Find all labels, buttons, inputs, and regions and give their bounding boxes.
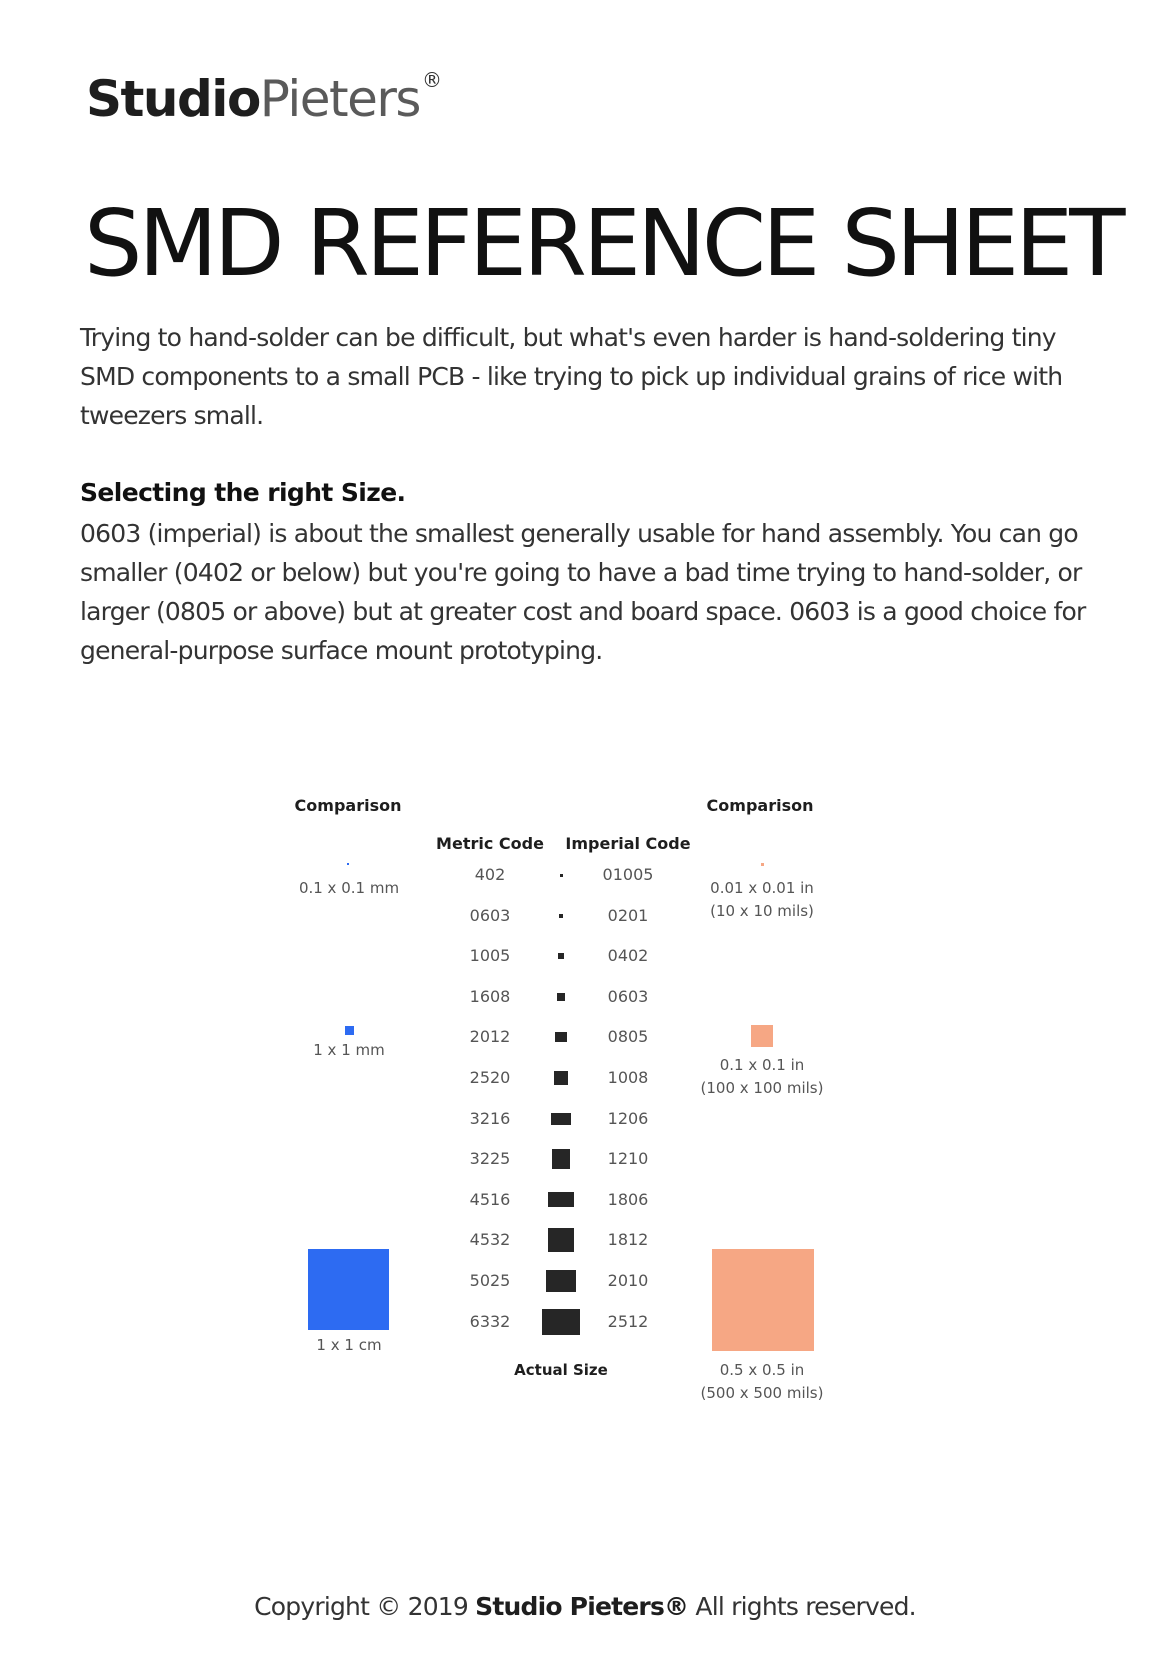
component-actual-size [546,1270,576,1292]
metric-code-cell: 4516 [469,1189,511,1209]
imperial-code-cell: 0603 [607,986,649,1006]
imperial-code-cell: 1206 [607,1108,649,1128]
metric-code-cell: 3225 [469,1149,511,1169]
section-body: 0603 (imperial) is about the smallest ge… [80,519,1086,665]
metric-code-cell: 1608 [469,986,511,1006]
metric-comparison-2: 1 x 1 cm [316,1336,382,1354]
metric-code-cell: 2012 [469,1027,511,1047]
component-actual-size [548,1228,574,1253]
logo-bold-part: Studio [86,70,261,128]
copyright-brand: Studio Pieters® [475,1592,689,1621]
right-comparison-header: Comparison [706,796,814,815]
square-0-1mm [347,863,349,865]
imperial-code-header: Imperial Code [565,834,691,853]
component-actual-size [558,953,564,960]
page-title: SMD REFERENCE SHEET [84,190,1125,297]
component-actual-size [542,1308,580,1335]
imperial-comparison-1-sub: (100 x 100 mils) [700,1079,824,1097]
component-actual-size [557,992,565,1001]
imperial-code-cell: 1008 [607,1068,649,1087]
studio-pieters-logo: StudioPieters ® [86,70,442,124]
imperial-code-cell: 0805 [607,1027,649,1047]
component-actual-size [552,1149,570,1170]
copyright-suffix: All rights reserved. [695,1592,916,1621]
copyright-prefix: Copyright © 2019 [254,1592,469,1621]
metric-code-cell: 4532 [469,1230,511,1250]
square-0-1in [751,1025,773,1047]
imperial-comparison-2: 0.5 x 0.5 in (500 x 500 mils) [701,1359,824,1405]
imperial-comparison-0-label: 0.01 x 0.01 in [710,879,814,897]
metric-comparison-0: 0.1 x 0.1 mm [298,879,400,897]
metric-code-cell: 5025 [469,1271,511,1290]
imperial-code-cell: 1210 [607,1149,649,1169]
copyright-footer: Copyright © 2019 Studio Pieters® All rig… [0,1592,1170,1621]
imperial-code-cell: 2512 [607,1311,649,1331]
imperial-code-cell: 1812 [607,1230,649,1250]
imperial-code-cell: 2010 [607,1271,649,1290]
square-0-5in [712,1249,814,1351]
metric-code-cell: 402 [474,865,506,884]
square-0-01in [761,863,764,866]
imperial-code-cell: 0201 [607,905,649,925]
component-actual-size [554,1071,568,1085]
component-actual-size [559,913,563,918]
actual-size-label: Actual Size [514,1361,608,1379]
left-comparison-header: Comparison [294,796,402,815]
imperial-code-cell: 01005 [602,865,654,884]
imperial-code-cell: 1806 [607,1189,649,1209]
metric-code-cell: 3216 [469,1108,511,1128]
imperial-comparison-1: 0.1 x 0.1 in (100 x 100 mils) [701,1054,824,1100]
component-actual-size [548,1192,574,1208]
component-actual-size [551,1112,571,1125]
metric-code-cell: 0603 [469,905,511,925]
imperial-code-cell: 0402 [607,946,649,966]
metric-code-cell: 6332 [469,1311,511,1331]
imperial-comparison-1-label: 0.1 x 0.1 in [719,1056,805,1074]
metric-code-cell: 2520 [469,1068,511,1087]
component-actual-size [559,873,563,877]
imperial-comparison-2-label: 0.5 x 0.5 in [719,1361,805,1379]
component-actual-size [555,1032,567,1043]
square-1mm [345,1026,354,1035]
metric-code-cell: 1005 [469,946,511,966]
section-heading: Selecting the right Size. [80,478,406,507]
logo-registered-mark: ® [421,68,442,92]
logo-light-part: Pieters [259,70,422,128]
imperial-comparison-0-sub: (10 x 10 mils) [710,902,814,920]
metric-code-header: Metric Code [436,834,544,853]
imperial-comparison-0: 0.01 x 0.01 in (10 x 10 mils) [710,877,814,923]
intro-paragraph: Trying to hand-solder can be difficult, … [80,323,1063,430]
metric-comparison-1: 1 x 1 mm [313,1041,385,1059]
square-1cm [308,1249,389,1330]
imperial-comparison-2-sub: (500 x 500 mils) [700,1384,824,1402]
